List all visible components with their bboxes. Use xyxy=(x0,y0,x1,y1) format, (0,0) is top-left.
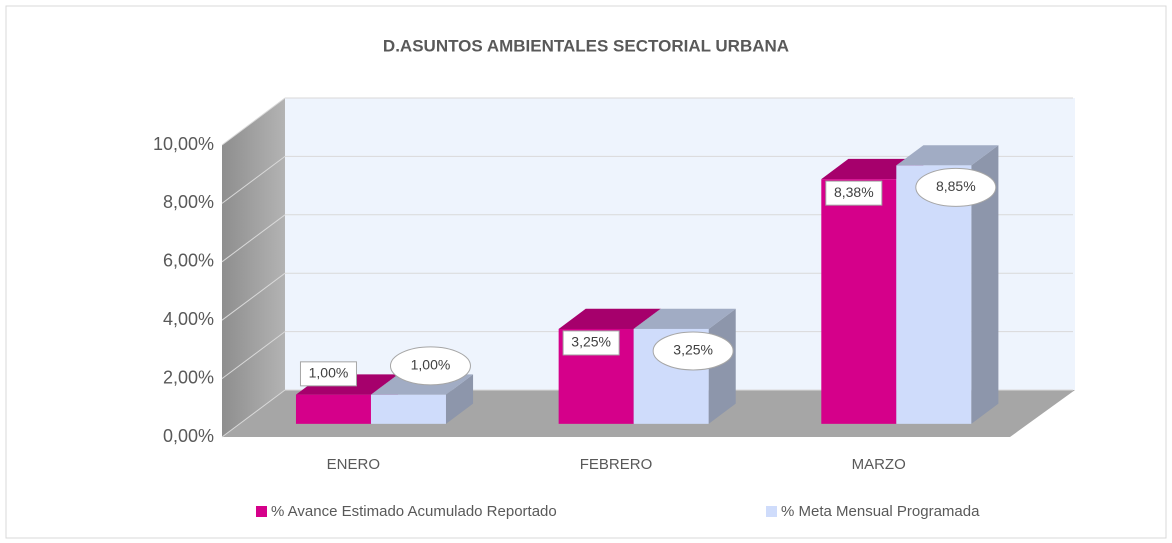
y-tick-label: 8,00% xyxy=(163,192,214,212)
data-label-box xyxy=(915,167,997,207)
bar xyxy=(370,394,446,424)
bar-side xyxy=(445,374,474,424)
x-tick-label: ENERO xyxy=(327,456,380,473)
legend-label: % Avance Estimado Acumulado Reportado xyxy=(271,503,557,520)
grid-line xyxy=(221,155,286,204)
data-label-box xyxy=(299,361,357,387)
bar-top xyxy=(633,308,736,329)
grid-line xyxy=(221,331,286,380)
grid-line xyxy=(221,97,286,146)
data-label-box xyxy=(562,330,620,356)
data-label: 3,25% xyxy=(673,342,713,358)
y-tick-label: 0,00% xyxy=(163,426,214,446)
data-label: 1,00% xyxy=(309,365,349,381)
bar xyxy=(821,179,897,424)
data-label-box xyxy=(389,346,471,386)
x-tick-label: FEBRERO xyxy=(580,456,653,473)
y-tick-label: 6,00% xyxy=(163,251,214,271)
y-tick-label: 4,00% xyxy=(163,309,214,329)
side-wall xyxy=(222,98,285,437)
bar-side xyxy=(971,145,999,424)
bar-top xyxy=(558,308,661,329)
y-tick-label: 2,00% xyxy=(163,367,214,387)
grid-line xyxy=(221,272,286,321)
bar xyxy=(295,394,371,424)
data-label: 3,25% xyxy=(571,334,611,350)
bar xyxy=(896,165,972,424)
data-label-box xyxy=(652,331,734,371)
chart-title: D.ASUNTOS AMBIENTALES SECTORIAL URBANA xyxy=(383,36,789,55)
y-tick-label: 10,00% xyxy=(153,134,214,154)
bar-top xyxy=(896,145,999,166)
data-label: 8,38% xyxy=(834,184,874,200)
data-label: 8,85% xyxy=(936,178,976,194)
legend-swatch xyxy=(766,506,777,517)
data-label-box xyxy=(825,180,883,206)
data-label: 1,00% xyxy=(411,357,451,373)
legend-label: % Meta Mensual Programada xyxy=(781,503,980,520)
x-tick-label: MARZO xyxy=(852,456,906,473)
grid-line xyxy=(221,389,286,438)
legend-swatch xyxy=(256,506,267,517)
grid-line xyxy=(221,214,286,263)
